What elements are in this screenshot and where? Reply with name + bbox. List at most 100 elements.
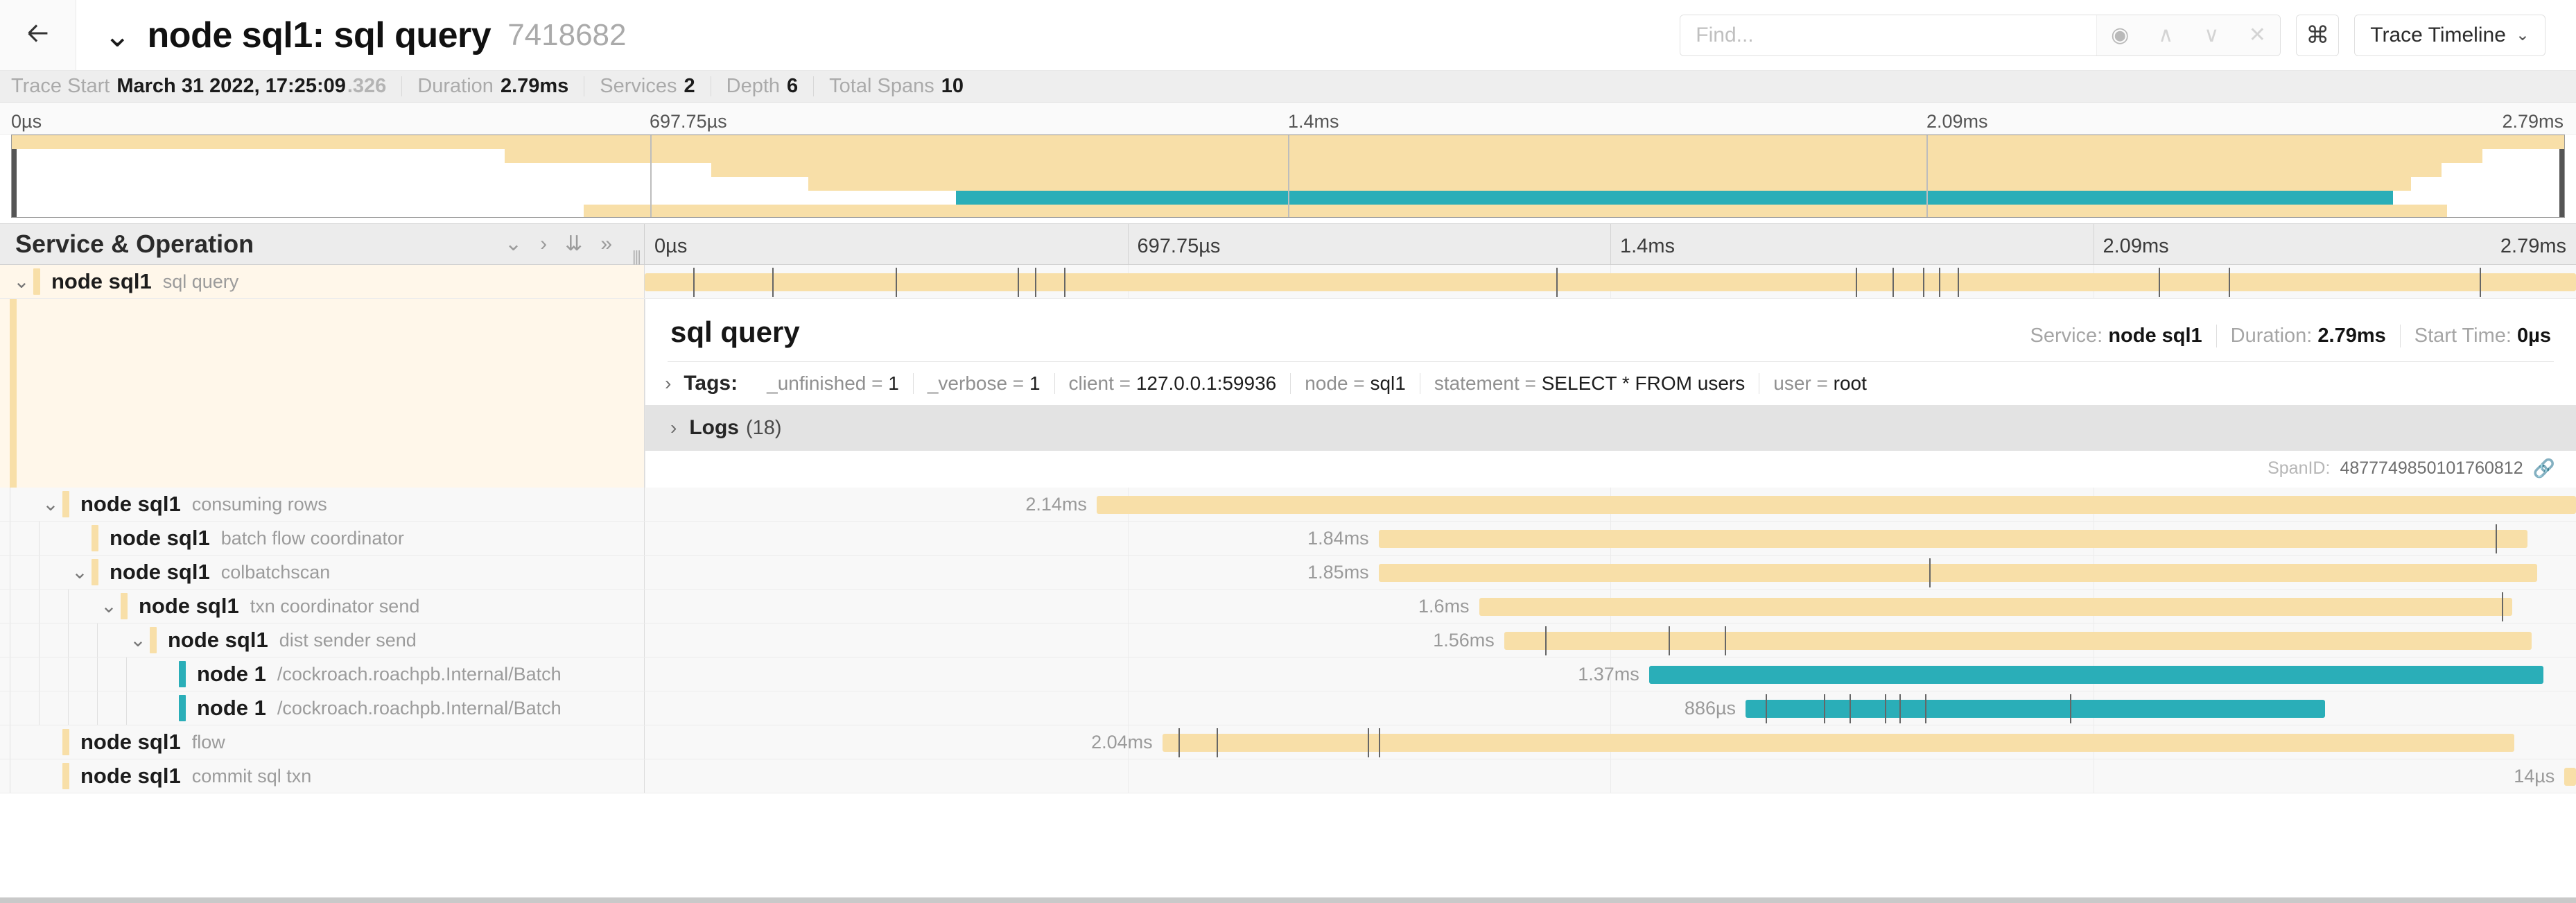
span-name-column[interactable]: · node 1/cockroach.roachpb.Internal/Batch bbox=[0, 657, 645, 691]
search-input[interactable] bbox=[1680, 15, 2097, 55]
log-marker[interactable] bbox=[772, 268, 774, 297]
span-bar-column[interactable] bbox=[645, 265, 2576, 298]
table-row[interactable]: ⌄ node sql1 consuming rows 2.14ms bbox=[0, 488, 2576, 522]
log-marker[interactable] bbox=[1892, 268, 1894, 297]
log-marker[interactable] bbox=[1017, 268, 1019, 297]
log-marker[interactable] bbox=[1855, 268, 1857, 297]
prev-match-icon[interactable]: ∧ bbox=[2143, 15, 2188, 55]
span-name-column[interactable]: · node sql1 flow bbox=[0, 725, 645, 759]
log-marker[interactable] bbox=[2228, 268, 2230, 297]
span-duration-bar[interactable] bbox=[1504, 632, 2532, 650]
log-marker[interactable] bbox=[1216, 728, 1218, 757]
log-marker[interactable] bbox=[1178, 728, 1181, 757]
span-duration-bar[interactable] bbox=[1378, 530, 2528, 548]
chevron-down-icon[interactable]: ⌄ bbox=[104, 17, 131, 53]
span-bar-column[interactable]: 14µs bbox=[645, 759, 2576, 793]
log-marker[interactable] bbox=[1034, 268, 1036, 297]
span-name-column[interactable]: ⌄ node sql1 sql query bbox=[0, 265, 645, 298]
chevron-right-icon[interactable]: › bbox=[540, 232, 548, 255]
log-marker[interactable] bbox=[2502, 592, 2504, 621]
chevron-right-icon[interactable]: › bbox=[670, 417, 677, 438]
minimap-drag-handle-right[interactable] bbox=[2559, 135, 2564, 217]
log-marker[interactable] bbox=[2495, 524, 2497, 553]
log-marker[interactable] bbox=[1884, 694, 1886, 723]
log-marker[interactable] bbox=[1766, 694, 1768, 723]
log-marker[interactable] bbox=[1725, 626, 1727, 655]
span-duration-bar[interactable] bbox=[1746, 700, 2325, 718]
span-bar-column[interactable]: 1.6ms bbox=[645, 590, 2576, 623]
minimap-viewport[interactable] bbox=[11, 135, 2565, 218]
log-marker[interactable] bbox=[1063, 268, 1065, 297]
tags-row[interactable]: › Tags: _unfinished = 1 _verbose = 1 client … bbox=[645, 362, 2576, 405]
expand-toggle-icon[interactable]: ⌄ bbox=[71, 561, 88, 583]
table-row[interactable]: · node 1/cockroach.roachpb.Internal/Batch… bbox=[0, 691, 2576, 725]
expand-toggle-icon[interactable]: ⌄ bbox=[42, 493, 59, 515]
table-row[interactable]: · node sql1 flow 2.04ms bbox=[0, 725, 2576, 759]
expand-toggle-icon[interactable]: ⌄ bbox=[101, 595, 117, 617]
span-name-column[interactable]: · node sql1 batch flow coordinator bbox=[0, 522, 645, 555]
span-name-column[interactable]: · node sql1 commit sql txn bbox=[0, 759, 645, 793]
span-duration-bar[interactable] bbox=[2564, 768, 2576, 786]
log-marker[interactable] bbox=[1958, 268, 1960, 297]
log-marker[interactable] bbox=[1378, 728, 1380, 757]
span-bar-column[interactable]: 1.85ms bbox=[645, 556, 2576, 589]
log-marker[interactable] bbox=[1929, 558, 1931, 587]
span-name-column[interactable]: ⌄ node sql1 consuming rows bbox=[0, 488, 645, 521]
log-marker[interactable] bbox=[1545, 626, 1547, 655]
span-duration-bar[interactable] bbox=[645, 273, 2576, 291]
link-icon[interactable]: 🔗 bbox=[2532, 458, 2555, 479]
span-duration-bar[interactable] bbox=[1096, 496, 2576, 514]
span-duration-bar[interactable] bbox=[1162, 734, 2514, 752]
keyboard-shortcuts-button[interactable]: ⌘ bbox=[2296, 14, 2340, 56]
focus-matches-icon[interactable]: ◉ bbox=[2097, 15, 2143, 55]
next-match-icon[interactable]: ∨ bbox=[2188, 15, 2234, 55]
table-row[interactable]: ⌄ node sql1 txn coordinator send 1.6ms bbox=[0, 590, 2576, 624]
log-marker[interactable] bbox=[2070, 694, 2072, 723]
horizontal-scrollbar[interactable] bbox=[0, 897, 2576, 903]
span-duration-bar[interactable] bbox=[1378, 564, 2538, 582]
span-name-column[interactable]: ⌄ node sql1 dist sender send bbox=[0, 624, 645, 657]
log-marker[interactable] bbox=[2479, 268, 2481, 297]
chevron-right-icon[interactable]: › bbox=[665, 372, 672, 394]
span-name-column[interactable]: ⌄ node sql1 txn coordinator send bbox=[0, 590, 645, 623]
double-chevron-down-icon[interactable]: ⇊ bbox=[565, 232, 583, 255]
table-row[interactable]: · node 1/cockroach.roachpb.Internal/Batch… bbox=[0, 657, 2576, 691]
table-row[interactable]: ⌄ node sql1 colbatchscan 1.85ms bbox=[0, 556, 2576, 590]
expand-toggle-icon[interactable]: ⌄ bbox=[13, 270, 30, 292]
table-row[interactable]: · node sql1 batch flow coordinator 1.84ms bbox=[0, 522, 2576, 556]
log-marker[interactable] bbox=[1823, 694, 1825, 723]
span-bar-column[interactable]: 1.37ms bbox=[645, 657, 2576, 691]
chevron-down-icon[interactable]: ⌄ bbox=[505, 232, 523, 255]
table-row[interactable]: ⌄ node sql1 sql query bbox=[0, 265, 2576, 299]
log-marker[interactable] bbox=[896, 268, 898, 297]
table-row[interactable]: · node sql1 commit sql txn 14µs bbox=[0, 759, 2576, 793]
span-duration-bar[interactable] bbox=[1479, 598, 2513, 616]
span-bar-column[interactable]: 2.14ms bbox=[645, 488, 2576, 521]
log-marker[interactable] bbox=[1923, 268, 1925, 297]
clear-search-icon[interactable]: ✕ bbox=[2234, 15, 2280, 55]
log-marker[interactable] bbox=[1850, 694, 1852, 723]
span-name-column[interactable]: · node 1/cockroach.roachpb.Internal/Batch bbox=[0, 691, 645, 725]
span-bar-column[interactable]: 2.04ms bbox=[645, 725, 2576, 759]
minimap-drag-handle-left[interactable] bbox=[12, 135, 17, 217]
span-bar-column[interactable]: 886µs bbox=[645, 691, 2576, 725]
column-resize-handle[interactable]: ||| bbox=[632, 248, 641, 265]
log-marker[interactable] bbox=[1556, 268, 1558, 297]
span-duration-bar[interactable] bbox=[1648, 666, 2543, 684]
log-marker[interactable] bbox=[1368, 728, 1370, 757]
logs-row[interactable]: › Logs (18) bbox=[645, 405, 2576, 451]
log-marker[interactable] bbox=[1938, 268, 1940, 297]
log-marker[interactable] bbox=[1899, 694, 1901, 723]
span-bar-column[interactable]: 1.84ms bbox=[645, 522, 2576, 555]
log-marker[interactable] bbox=[1925, 694, 1927, 723]
table-row[interactable]: ⌄ node sql1 dist sender send 1.56ms bbox=[0, 624, 2576, 657]
log-marker[interactable] bbox=[2159, 268, 2161, 297]
expand-toggle-icon[interactable]: ⌄ bbox=[130, 629, 146, 651]
view-selector-button[interactable]: Trace Timeline ⌄ bbox=[2354, 14, 2545, 56]
back-button[interactable] bbox=[0, 0, 76, 70]
log-marker[interactable] bbox=[693, 268, 695, 297]
double-chevron-right-icon[interactable]: » bbox=[600, 232, 612, 255]
log-marker[interactable] bbox=[1668, 626, 1670, 655]
span-bar-column[interactable]: 1.56ms bbox=[645, 624, 2576, 657]
span-name-column[interactable]: ⌄ node sql1 colbatchscan bbox=[0, 556, 645, 589]
